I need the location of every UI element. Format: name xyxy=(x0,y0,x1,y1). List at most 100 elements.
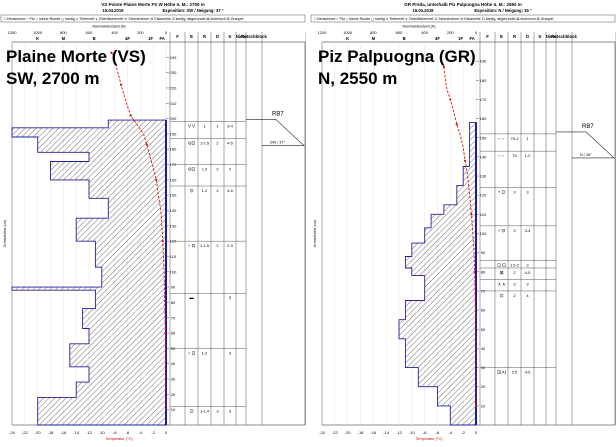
layer-hardness: 1 xyxy=(526,136,529,141)
layer-grain: ∧ ∧ xyxy=(498,281,505,286)
layer-hardness: 2 xyxy=(216,141,219,146)
layer-humidity: 3 xyxy=(229,350,232,355)
layer-hardness: 1 xyxy=(216,124,219,129)
height-tick: 120 xyxy=(480,193,487,198)
layer-grain: ⊡ ⊡ xyxy=(497,262,505,267)
temp-tick: -2 xyxy=(461,430,465,435)
layer-grain: ⊠ xyxy=(500,270,504,275)
height-tick: 90 xyxy=(171,285,176,290)
height-tick: 190 xyxy=(480,59,487,64)
column-header: Niete xyxy=(236,34,247,39)
height-axis-label: Schneehöhe (cm) xyxy=(313,220,317,248)
height-tick: 210 xyxy=(170,101,177,106)
temp-tick: 0 xyxy=(165,430,168,435)
temperature-point xyxy=(110,51,113,54)
hardness-axis-label: Rammwiderstand (N) xyxy=(92,25,125,29)
layer-grain: ⌐ ⌐ xyxy=(498,153,505,158)
layer-hardness: 4 xyxy=(526,293,529,298)
height-tick: 180 xyxy=(170,147,177,152)
layer-size: 1-2 xyxy=(202,350,209,355)
temp-tick: -6 xyxy=(126,430,130,435)
layer-hardness: 3 xyxy=(526,281,529,286)
column-header: R xyxy=(203,34,207,39)
temperature-point xyxy=(449,98,452,101)
layer-grain: ⊖⊡ xyxy=(188,141,195,146)
temp-tick: -14 xyxy=(383,430,390,435)
height-tick: 140 xyxy=(480,154,487,159)
layer-hardness: 3 xyxy=(526,262,529,267)
temperature-point xyxy=(473,270,476,273)
temp-tick: -22 xyxy=(22,430,29,435)
layer-size: 2 xyxy=(513,293,516,298)
temp-tick: -2 xyxy=(151,430,155,435)
height-axis-label: Schneehöhe (cm) xyxy=(3,220,7,248)
layer-humidity: 3-4 xyxy=(227,124,234,129)
height-tick: 90 xyxy=(481,250,486,255)
hardness-tick: 800 xyxy=(60,30,67,35)
rb-sub: SW / 37° xyxy=(270,141,286,145)
rb-sub: N / 35° xyxy=(580,153,592,157)
layer-grain: ⊡ xyxy=(500,293,504,298)
height-tick: 160 xyxy=(170,177,177,182)
layer-size: 1.0 xyxy=(202,167,208,172)
layer-size: 1-2 xyxy=(202,188,209,193)
hardness-tick: 600 xyxy=(86,30,93,35)
temp-tick: -10 xyxy=(409,430,416,435)
temp-tick: -8 xyxy=(423,430,427,435)
profile-left: VS Pointe Plaine Morte FS W Höhe ü. M.: … xyxy=(0,0,306,447)
layer-size: 2.5 xyxy=(512,370,518,375)
temp-tick: -6 xyxy=(436,430,440,435)
hardness-tick: 400 xyxy=(421,30,428,35)
layer-grain: + ⊡ xyxy=(498,190,505,195)
layer-grain: ⊡ xyxy=(190,188,194,193)
hardness-tick: 1200 xyxy=(318,30,328,35)
layer-grain: ⊖⊡ xyxy=(188,167,195,172)
temp-tick: -18 xyxy=(358,430,365,435)
rb-label: RB7 xyxy=(582,124,594,130)
layer-grain: ⊡ xyxy=(190,409,194,414)
height-tick: 10 xyxy=(171,407,176,412)
layer-size: 3 xyxy=(513,228,516,233)
height-tick: 220 xyxy=(170,85,177,90)
layer-grain: V V xyxy=(188,124,195,129)
height-tick: 60 xyxy=(171,331,176,336)
temp-tick: -16 xyxy=(370,430,377,435)
temperature-point xyxy=(129,114,132,117)
temp-tick: -16 xyxy=(60,430,67,435)
temp-tick: -12 xyxy=(86,430,93,435)
layer-size: 1.5-2 xyxy=(510,262,520,267)
hardness-tick: 200 xyxy=(137,30,144,35)
hardness-letter: 1F xyxy=(148,36,153,41)
temperature-point xyxy=(164,331,167,335)
temp-axis-label: Temperatur (°C) xyxy=(105,437,133,441)
hardness-letter: B xyxy=(403,36,406,41)
height-tick: 140 xyxy=(170,208,177,213)
temperature-point xyxy=(161,240,164,243)
column-header: F xyxy=(486,34,489,39)
layer-size: 1-1.5 xyxy=(200,243,210,248)
layer-grain: + ⊡ xyxy=(498,228,505,233)
profile-chart: VS Pointe Plaine Morte FS W Höhe ü. M.: … xyxy=(0,2,306,441)
legend-text: □ Neuschnee ⌐ Filz ○ kleine Runde ◻ kant… xyxy=(314,17,554,21)
big-title-line1: Piz Palpuogna (GR) xyxy=(318,47,476,66)
temp-tick: -18 xyxy=(48,430,55,435)
temp-tick: -20 xyxy=(35,430,42,435)
header-title: GR Preda, unterhalb Piz Palpuogna Höhe ü… xyxy=(404,2,522,7)
height-tick: 150 xyxy=(480,135,487,140)
hardness-letter: 4F xyxy=(125,36,130,41)
hardness-letter: M xyxy=(372,36,376,41)
rb-marker xyxy=(246,119,305,146)
legend-box xyxy=(0,14,306,23)
layer-size: 3 xyxy=(513,190,516,195)
layer-hardness: 3 xyxy=(216,409,219,414)
layer-humidity: 5 xyxy=(229,295,232,300)
header-title: VS Pointe Plaine Morte FS W Höhe ü. M.: … xyxy=(101,2,205,7)
column-header: F xyxy=(176,34,179,39)
height-tick: 150 xyxy=(170,193,177,198)
legend-text: □ Neuschnee ⌐ Filz ○ kleine Runde ◻ kant… xyxy=(4,17,244,21)
height-tick: 70 xyxy=(171,315,176,320)
height-tick: 170 xyxy=(480,97,487,102)
column-header: E xyxy=(500,34,503,39)
header-date: 15.04.2019 xyxy=(103,8,125,13)
big-title-line1: Plaine Morte (VS) xyxy=(6,47,146,66)
